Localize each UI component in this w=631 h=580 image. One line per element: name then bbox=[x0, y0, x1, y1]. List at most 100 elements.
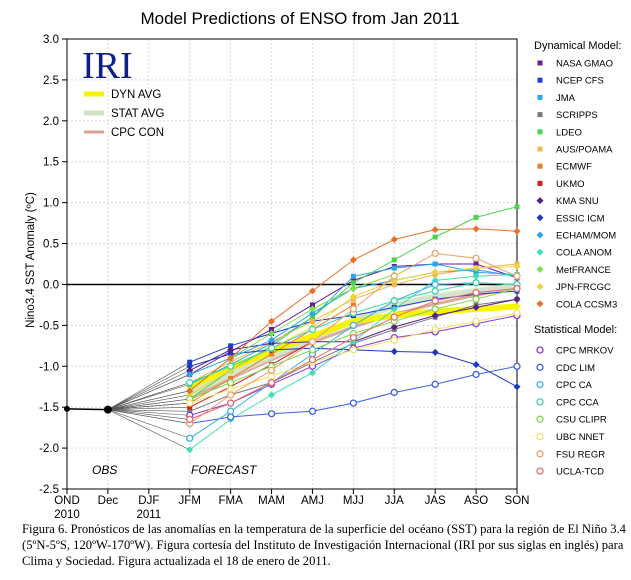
data-point bbox=[186, 446, 194, 454]
model-legend: Dynamical Model: NASA GMAO NCEP CFS JMA SCRI… bbox=[534, 40, 621, 478]
data-point bbox=[268, 336, 276, 344]
legend-label: CPC CA bbox=[556, 380, 593, 391]
data-point bbox=[431, 297, 439, 305]
legend-marker bbox=[537, 77, 543, 83]
data-point bbox=[309, 314, 315, 320]
avg-legend-label: CPC CON bbox=[111, 127, 164, 139]
legend-label: JMA bbox=[556, 93, 576, 104]
data-point bbox=[514, 204, 520, 210]
obs-line bbox=[66, 408, 108, 411]
data-point bbox=[472, 370, 480, 379]
legend-marker bbox=[536, 380, 544, 389]
data-point bbox=[473, 261, 479, 267]
plume-line bbox=[107, 374, 190, 410]
legend-label: CDC LIM bbox=[556, 363, 595, 374]
plume-line bbox=[107, 390, 190, 410]
data-point bbox=[513, 272, 521, 280]
data-point bbox=[226, 362, 235, 370]
obs-annotation: OBS bbox=[92, 463, 117, 477]
data-point bbox=[472, 225, 480, 233]
data-point bbox=[472, 264, 480, 272]
legend-marker bbox=[537, 129, 543, 135]
legend-marker bbox=[536, 450, 544, 458]
data-point bbox=[431, 249, 439, 258]
legend-marker bbox=[536, 248, 544, 256]
data-point bbox=[267, 344, 276, 352]
data-point bbox=[308, 356, 317, 364]
series-cpc-cca bbox=[186, 279, 521, 387]
obs-point bbox=[64, 405, 70, 412]
data-point bbox=[227, 350, 235, 358]
plume-line bbox=[107, 382, 190, 410]
data-point bbox=[228, 376, 234, 382]
y-tick-label: 1.0 bbox=[43, 198, 59, 210]
data-point bbox=[431, 280, 439, 289]
legend-marker bbox=[537, 94, 543, 100]
legend-label: ESSIC ICM bbox=[556, 213, 605, 224]
legend-marker bbox=[536, 197, 544, 205]
data-point bbox=[308, 369, 316, 377]
avg-legend-label: DYN AVG bbox=[111, 89, 161, 101]
series-ucla-tcd bbox=[186, 284, 521, 424]
legend-marker bbox=[536, 415, 544, 423]
data-point bbox=[390, 336, 398, 344]
legend-label: UBC NNET bbox=[556, 432, 605, 443]
plume-line bbox=[107, 361, 190, 410]
legend-label: AUS/POAMA bbox=[556, 145, 613, 156]
year-label: 2010 bbox=[54, 509, 80, 520]
legend-marker bbox=[536, 265, 544, 273]
data-point bbox=[391, 281, 397, 287]
x-tick-label: Dec bbox=[98, 495, 119, 507]
data-point bbox=[472, 317, 480, 325]
y-tick-label: 3.0 bbox=[43, 34, 59, 46]
data-point bbox=[472, 254, 480, 262]
data-point bbox=[390, 235, 398, 243]
legend-marker bbox=[536, 300, 544, 308]
legend-label: UCLA-TCD bbox=[556, 467, 604, 478]
data-point bbox=[308, 346, 317, 354]
data-point bbox=[513, 262, 521, 270]
observed-line bbox=[64, 405, 112, 414]
legend-marker bbox=[537, 146, 543, 152]
data-point bbox=[431, 325, 439, 334]
model-lines bbox=[186, 204, 521, 454]
data-point bbox=[308, 325, 317, 334]
data-point bbox=[473, 214, 479, 220]
legend-marker bbox=[537, 112, 543, 118]
figure-caption: Figura 6. Pronósticos de las anomalías e… bbox=[22, 522, 626, 568]
y-tick-label: -2.0 bbox=[39, 443, 59, 455]
legend-marker bbox=[537, 180, 543, 186]
series-line bbox=[189, 341, 313, 408]
data-point bbox=[187, 359, 193, 365]
data-point bbox=[268, 330, 276, 338]
data-point bbox=[431, 312, 439, 320]
data-point bbox=[390, 313, 398, 321]
data-point bbox=[472, 272, 480, 280]
data-point bbox=[350, 302, 356, 308]
statistical-legend-title: Statistical Model: bbox=[534, 324, 617, 336]
avg-legend-label: STAT AVG bbox=[111, 108, 165, 120]
legend-label: COLA ANOM bbox=[556, 248, 612, 259]
legend-label: COLA CCSM3 bbox=[556, 299, 617, 310]
plume-line bbox=[107, 409, 190, 420]
x-tick-label: SON bbox=[505, 495, 530, 507]
legend-label: SCRIPPS bbox=[556, 110, 598, 121]
data-point bbox=[513, 227, 521, 235]
y-tick-label: 2.5 bbox=[43, 75, 59, 87]
legend-label: NASA GMAO bbox=[556, 59, 613, 70]
series-cola-ccsm3 bbox=[186, 225, 521, 395]
data-point bbox=[308, 338, 317, 346]
legend-marker bbox=[537, 163, 543, 169]
data-point bbox=[349, 399, 358, 407]
data-point bbox=[267, 366, 276, 375]
data-point bbox=[513, 383, 521, 391]
plume-line bbox=[107, 402, 190, 410]
data-point bbox=[432, 261, 438, 267]
y-tick-label: -0.5 bbox=[39, 320, 59, 332]
y-tick-label: -2.5 bbox=[39, 484, 59, 496]
legend-marker bbox=[537, 60, 543, 66]
plume-line bbox=[107, 409, 190, 439]
x-tick-label: DJF bbox=[138, 495, 159, 507]
data-point bbox=[350, 280, 356, 286]
data-point bbox=[187, 408, 193, 414]
